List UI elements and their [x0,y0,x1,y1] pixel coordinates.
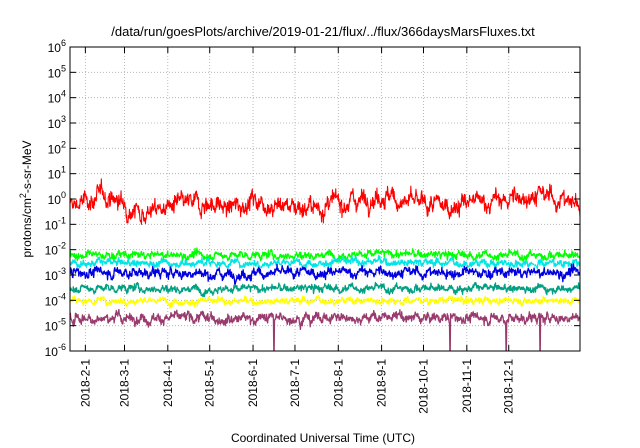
y-tick-labels: 10-610-510-410-310-210-11001011021031041… [45,38,66,359]
y-tick-base: 10 [45,269,59,283]
x-tick-labels: 2018-2-1 2018-3-1 2018-4-1 2018-5-1 2018-6-1… [78,359,515,414]
series-layer [69,178,581,352]
y-tick-exponent: 3 [61,114,66,124]
y-tick-label: 101 [48,165,66,182]
chart-title: /data/run/goesPlots/archive/2019-01-21/f… [111,24,535,39]
y-tick-exponent: -4 [58,291,66,301]
y-tick-exponent: 4 [61,89,66,99]
y-tick-base: 10 [48,193,62,207]
series-line-2 [69,247,581,263]
y-tick-exponent: 5 [61,63,66,73]
y-tick-base: 10 [45,320,59,334]
x-tick-label: 2018-9-1 [375,359,389,407]
y-tick-base: 10 [48,66,62,80]
y-tick-label: 10-2 [45,241,66,258]
y-tick-base: 10 [45,218,59,232]
y-tick-exponent: -2 [58,241,66,251]
y-tick-exponent: -3 [58,266,66,276]
series-line-8 [69,308,581,352]
x-tick-label: 2018-3-1 [117,359,131,407]
x-tick-label: 2018-5-1 [203,359,217,407]
series-line-7 [69,294,581,309]
y-tick-base: 10 [45,244,59,258]
y-tick-label: 10-6 [45,342,66,359]
y-tick-label: 10-4 [45,291,66,308]
y-tick-base: 10 [48,92,62,106]
y-tick-exponent: 0 [61,190,66,200]
y-axis-label-prefix: protons/cm [20,198,34,257]
y-tick-base: 10 [48,168,62,182]
x-tick-label: 2018-10-1 [417,359,431,414]
series-line-3 [69,254,581,272]
y-tick-base: 10 [45,345,59,359]
y-tick-exponent: 2 [61,139,66,149]
x-tick-label: 2018-11-1 [460,359,474,413]
y-axis-label: protons/cm2-s-sr-MeV [18,140,34,257]
y-axis-label-suffix: -s-sr-MeV [20,140,34,193]
y-tick-label: 10-1 [45,215,66,232]
series-line-1 [69,178,581,225]
y-axis-label-superscript: 2 [18,193,28,198]
x-tick-label: 2018-4-1 [161,359,175,407]
y-tick-base: 10 [48,117,62,131]
series-line-6 [69,281,581,298]
y-tick-label: 104 [48,89,66,106]
y-tick-label: 106 [48,38,66,55]
y-tick-base: 10 [48,142,62,156]
y-tick-exponent: 6 [61,38,66,48]
y-tick-exponent: -1 [58,215,66,225]
y-tick-label: 105 [48,63,66,80]
y-tick-exponent: 1 [61,165,66,175]
x-tick-label: 2018-2-1 [78,359,92,407]
y-tick-label: 10-3 [45,266,66,283]
x-tick-label: 2018-7-1 [288,359,302,407]
tick-marks [70,46,580,352]
x-axis-label: Coordinated Universal Time (UTC) [231,431,415,445]
y-tick-exponent: -6 [58,342,66,352]
x-tick-label: 2018-12-1 [502,359,516,414]
y-tick-label: 103 [48,114,66,131]
y-tick-label: 10-5 [45,317,66,334]
y-tick-base: 10 [48,41,62,55]
y-tick-label: 100 [48,190,66,207]
y-tick-base: 10 [45,294,59,308]
x-tick-label: 2018-8-1 [331,359,345,407]
y-tick-label: 102 [48,139,66,156]
series-line-5 [69,263,581,285]
y-tick-exponent: -5 [58,317,66,327]
x-tick-label: 2018-6-1 [246,359,260,407]
